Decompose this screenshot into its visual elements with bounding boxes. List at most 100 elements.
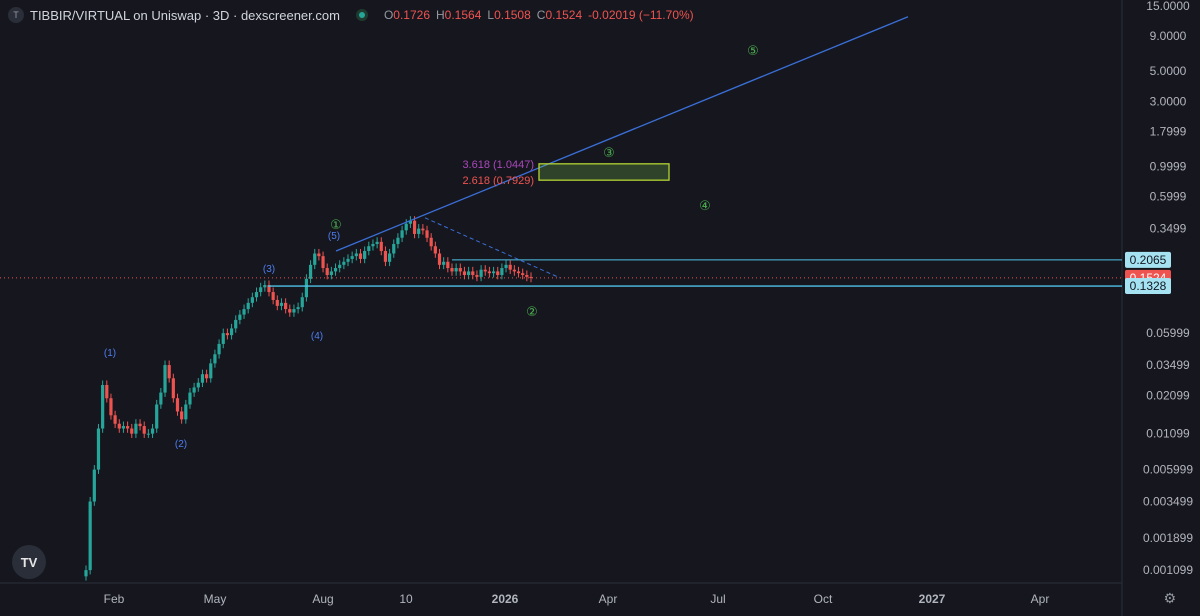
candle-body xyxy=(313,253,317,265)
candle-body xyxy=(471,271,475,276)
candle-body xyxy=(292,309,296,313)
candle-body xyxy=(425,230,429,238)
candle-body xyxy=(467,271,471,276)
y-tick-label: 0.3499 xyxy=(1150,222,1187,236)
candle-body xyxy=(338,264,342,269)
ohlc-readout: O0.1726 H0.1564 L0.1508 C0.1524 -0.02019… xyxy=(384,8,694,22)
candle-body xyxy=(367,246,371,251)
change-value: -0.02019 (−11.70%) xyxy=(588,8,694,22)
y-tick-label: 0.001899 xyxy=(1143,531,1193,545)
candle-body xyxy=(101,385,105,429)
candle-body xyxy=(238,314,242,320)
candle-body xyxy=(491,271,496,274)
candle-body xyxy=(275,299,279,306)
candle-body xyxy=(159,392,163,405)
candle-body xyxy=(117,423,121,429)
candle-body xyxy=(296,307,300,310)
wave-label-blue: (1) xyxy=(104,348,116,359)
y-tick-label: 9.0000 xyxy=(1150,29,1187,43)
y-tick-label: 0.9999 xyxy=(1150,159,1187,173)
candle-body xyxy=(412,220,417,234)
high-label: H xyxy=(436,8,445,22)
candle-body xyxy=(342,261,346,265)
candle-body xyxy=(308,264,313,279)
x-tick-label: 10 xyxy=(399,592,413,606)
candle-body xyxy=(325,268,329,276)
candle-body xyxy=(192,387,196,393)
candle-body xyxy=(437,253,442,265)
close-label: C xyxy=(536,8,546,22)
candle-body xyxy=(279,302,284,306)
candle-body xyxy=(475,275,479,277)
candle-body xyxy=(271,292,275,300)
candle-body xyxy=(254,292,259,298)
candle-body xyxy=(454,268,458,272)
candle-body xyxy=(121,426,126,429)
candle-body xyxy=(150,428,155,434)
candle-body xyxy=(363,250,367,259)
x-tick-label: Apr xyxy=(1031,592,1050,606)
candle-body xyxy=(267,285,271,293)
x-tick-label: 2026 xyxy=(492,592,519,606)
candle-body xyxy=(433,246,437,254)
y-tick-label: 0.5999 xyxy=(1150,190,1187,204)
candle-body xyxy=(225,333,230,336)
y-tick-label: 0.003499 xyxy=(1143,495,1193,509)
candle-body xyxy=(508,264,512,270)
candle-body xyxy=(259,287,263,293)
upper-trendline xyxy=(335,16,909,252)
y-tick-label: 1.7999 xyxy=(1150,125,1187,139)
candle-body xyxy=(175,398,180,412)
wave-label-green: ⑤ xyxy=(747,44,759,59)
wave-label-green: ① xyxy=(330,218,342,233)
candle-body xyxy=(446,261,450,269)
y-tick-label: 0.005999 xyxy=(1143,463,1193,477)
candle-body xyxy=(333,268,338,272)
candle-body xyxy=(408,220,412,224)
candle-body xyxy=(155,404,159,429)
tradingview-logo-icon[interactable]: TV xyxy=(12,545,46,579)
candle-body xyxy=(529,276,533,278)
candle-body xyxy=(525,275,529,277)
candle-body xyxy=(213,354,217,364)
price-label-box xyxy=(1125,251,1171,268)
candle-body xyxy=(109,398,113,416)
candle-body xyxy=(417,228,421,234)
high-value: 0.1564 xyxy=(444,8,482,22)
candle-body xyxy=(229,328,234,336)
candle-body xyxy=(462,271,467,276)
candle-body xyxy=(242,309,246,315)
candle-body xyxy=(512,269,516,272)
chart-title[interactable]: TIBBIR/VIRTUAL on Uniswap · 3D · dexscre… xyxy=(30,7,340,23)
candle-body xyxy=(483,269,487,272)
candle-body xyxy=(304,278,309,298)
candle-body xyxy=(479,269,483,277)
y-tick-label: 3.0000 xyxy=(1150,94,1187,108)
candle-body xyxy=(487,271,492,274)
x-tick-label: Apr xyxy=(599,592,618,606)
candle-body xyxy=(300,297,304,308)
price-label-text: 0.2065 xyxy=(1130,253,1167,267)
wave-label-blue: (2) xyxy=(175,439,187,450)
candle-body xyxy=(429,237,433,247)
candle-body xyxy=(458,268,462,272)
candle-body xyxy=(113,415,117,424)
candle-body xyxy=(371,244,375,247)
candle-body xyxy=(404,223,408,231)
market-status-icon[interactable] xyxy=(355,9,368,21)
candle-body xyxy=(379,241,383,251)
low-value: 0.1508 xyxy=(494,8,531,22)
gear-icon[interactable]: ⚙ xyxy=(1163,590,1176,606)
x-tick-label: Aug xyxy=(312,592,333,606)
candle-body xyxy=(246,302,250,310)
candle-body xyxy=(442,261,446,265)
x-tick-label: Jul xyxy=(710,592,725,606)
x-tick-label: 2027 xyxy=(919,592,946,606)
wave-label-green: ④ xyxy=(699,199,711,214)
candle-body xyxy=(346,258,350,262)
candle-body xyxy=(375,241,379,245)
candle-body xyxy=(354,253,358,257)
candle-body xyxy=(504,264,508,269)
candle-body xyxy=(392,244,396,254)
